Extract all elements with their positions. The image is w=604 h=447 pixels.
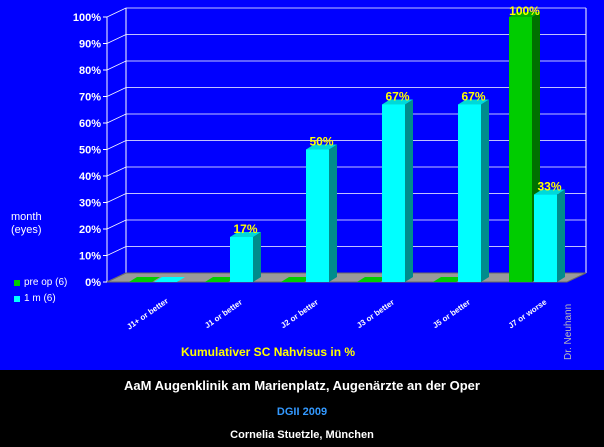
bar-1m-flat — [154, 277, 185, 282]
author-credit: Dr. Neuhann — [563, 303, 574, 360]
bar-1m-side — [481, 99, 489, 282]
bar-pre-op-flat — [205, 277, 236, 282]
bar-1m — [534, 194, 557, 282]
x-tick-label: J7 or worse — [507, 297, 549, 330]
bar-pre-op-flat — [357, 277, 388, 282]
x-tick-label: J1+ or better — [125, 296, 170, 331]
legend-label-1m: 1 m (6) — [24, 293, 56, 304]
bar-1m — [458, 104, 481, 282]
bar-pre-op-flat — [433, 277, 464, 282]
y-tick-label: 100% — [73, 12, 101, 24]
y-axis-label-line2: (eyes) — [11, 224, 42, 236]
x-tick-label: J5 or better — [431, 298, 472, 330]
legend-item-pre-op: pre op (6) — [14, 277, 67, 288]
bar-pre-op-flat — [281, 277, 312, 282]
data-label: 33% — [537, 180, 561, 194]
bar-1m — [306, 149, 329, 282]
y-tick-label: 50% — [79, 145, 101, 157]
y-tick-label: 70% — [79, 92, 101, 104]
bar-1m — [230, 236, 253, 282]
bar-1m-top — [534, 189, 565, 195]
data-label: 17% — [233, 222, 257, 236]
bar-pre-op — [509, 17, 532, 282]
bar-pre-op-top — [509, 12, 540, 17]
x-tick-label: J2 or better — [279, 298, 320, 330]
bar-1m-side — [253, 231, 261, 282]
y-axis-label: month (eyes) — [11, 211, 42, 237]
x-tick-label: J3 or better — [355, 298, 396, 330]
y-tick-label: 60% — [79, 118, 101, 130]
bar-1m-top — [382, 99, 413, 105]
y-tick-label: 30% — [79, 198, 101, 210]
data-label-top: 100% — [509, 4, 540, 18]
data-label: 67% — [385, 89, 409, 103]
y-axis-label-line1: month — [11, 211, 42, 223]
bar-chart: 0% 10% 20% 30% 40% 50% 60% 70% 80% 90% 100% J1+ or … — [73, 4, 587, 331]
bar-1m-top — [306, 144, 337, 150]
y-tick-label: 90% — [79, 39, 101, 51]
bar-1m-top — [458, 99, 489, 105]
y-tick-label: 40% — [79, 171, 101, 183]
slide-background: 0% 10% 20% 30% 40% 50% 60% 70% 80% 90% 100% J1+ or … — [0, 0, 604, 370]
legend-swatch-green — [14, 279, 20, 286]
legend-item-1m: 1 m (6) — [14, 293, 56, 304]
bar-1m — [382, 104, 405, 282]
legend-label-pre-op: pre op (6) — [24, 277, 68, 288]
bar-1m-side — [329, 144, 337, 282]
footer-author: Cornelia Stuetzle, München — [230, 429, 374, 441]
bar-pre-op-flat — [129, 277, 160, 282]
y-tick-label: 0% — [85, 277, 101, 289]
data-label: 50% — [309, 135, 333, 149]
footer-clinic-name: AaM Augenklinik am Marienplatz, Augenärz… — [124, 378, 480, 393]
legend-swatch-cyan — [14, 295, 20, 302]
footer-event: DGII 2009 — [276, 406, 328, 418]
y-tick-label: 10% — [79, 251, 101, 263]
bar-1m-side — [557, 189, 565, 282]
y-tick-label: 20% — [79, 224, 101, 236]
bar-1m-top — [230, 231, 261, 237]
y-tick-label: 80% — [79, 65, 101, 77]
bar-1m-side — [405, 99, 413, 282]
x-tick-label: J1 or better — [203, 298, 244, 330]
data-label: 67% — [461, 89, 485, 103]
x-axis-title: Kumulativer SC Nahvisus in % — [181, 345, 356, 359]
